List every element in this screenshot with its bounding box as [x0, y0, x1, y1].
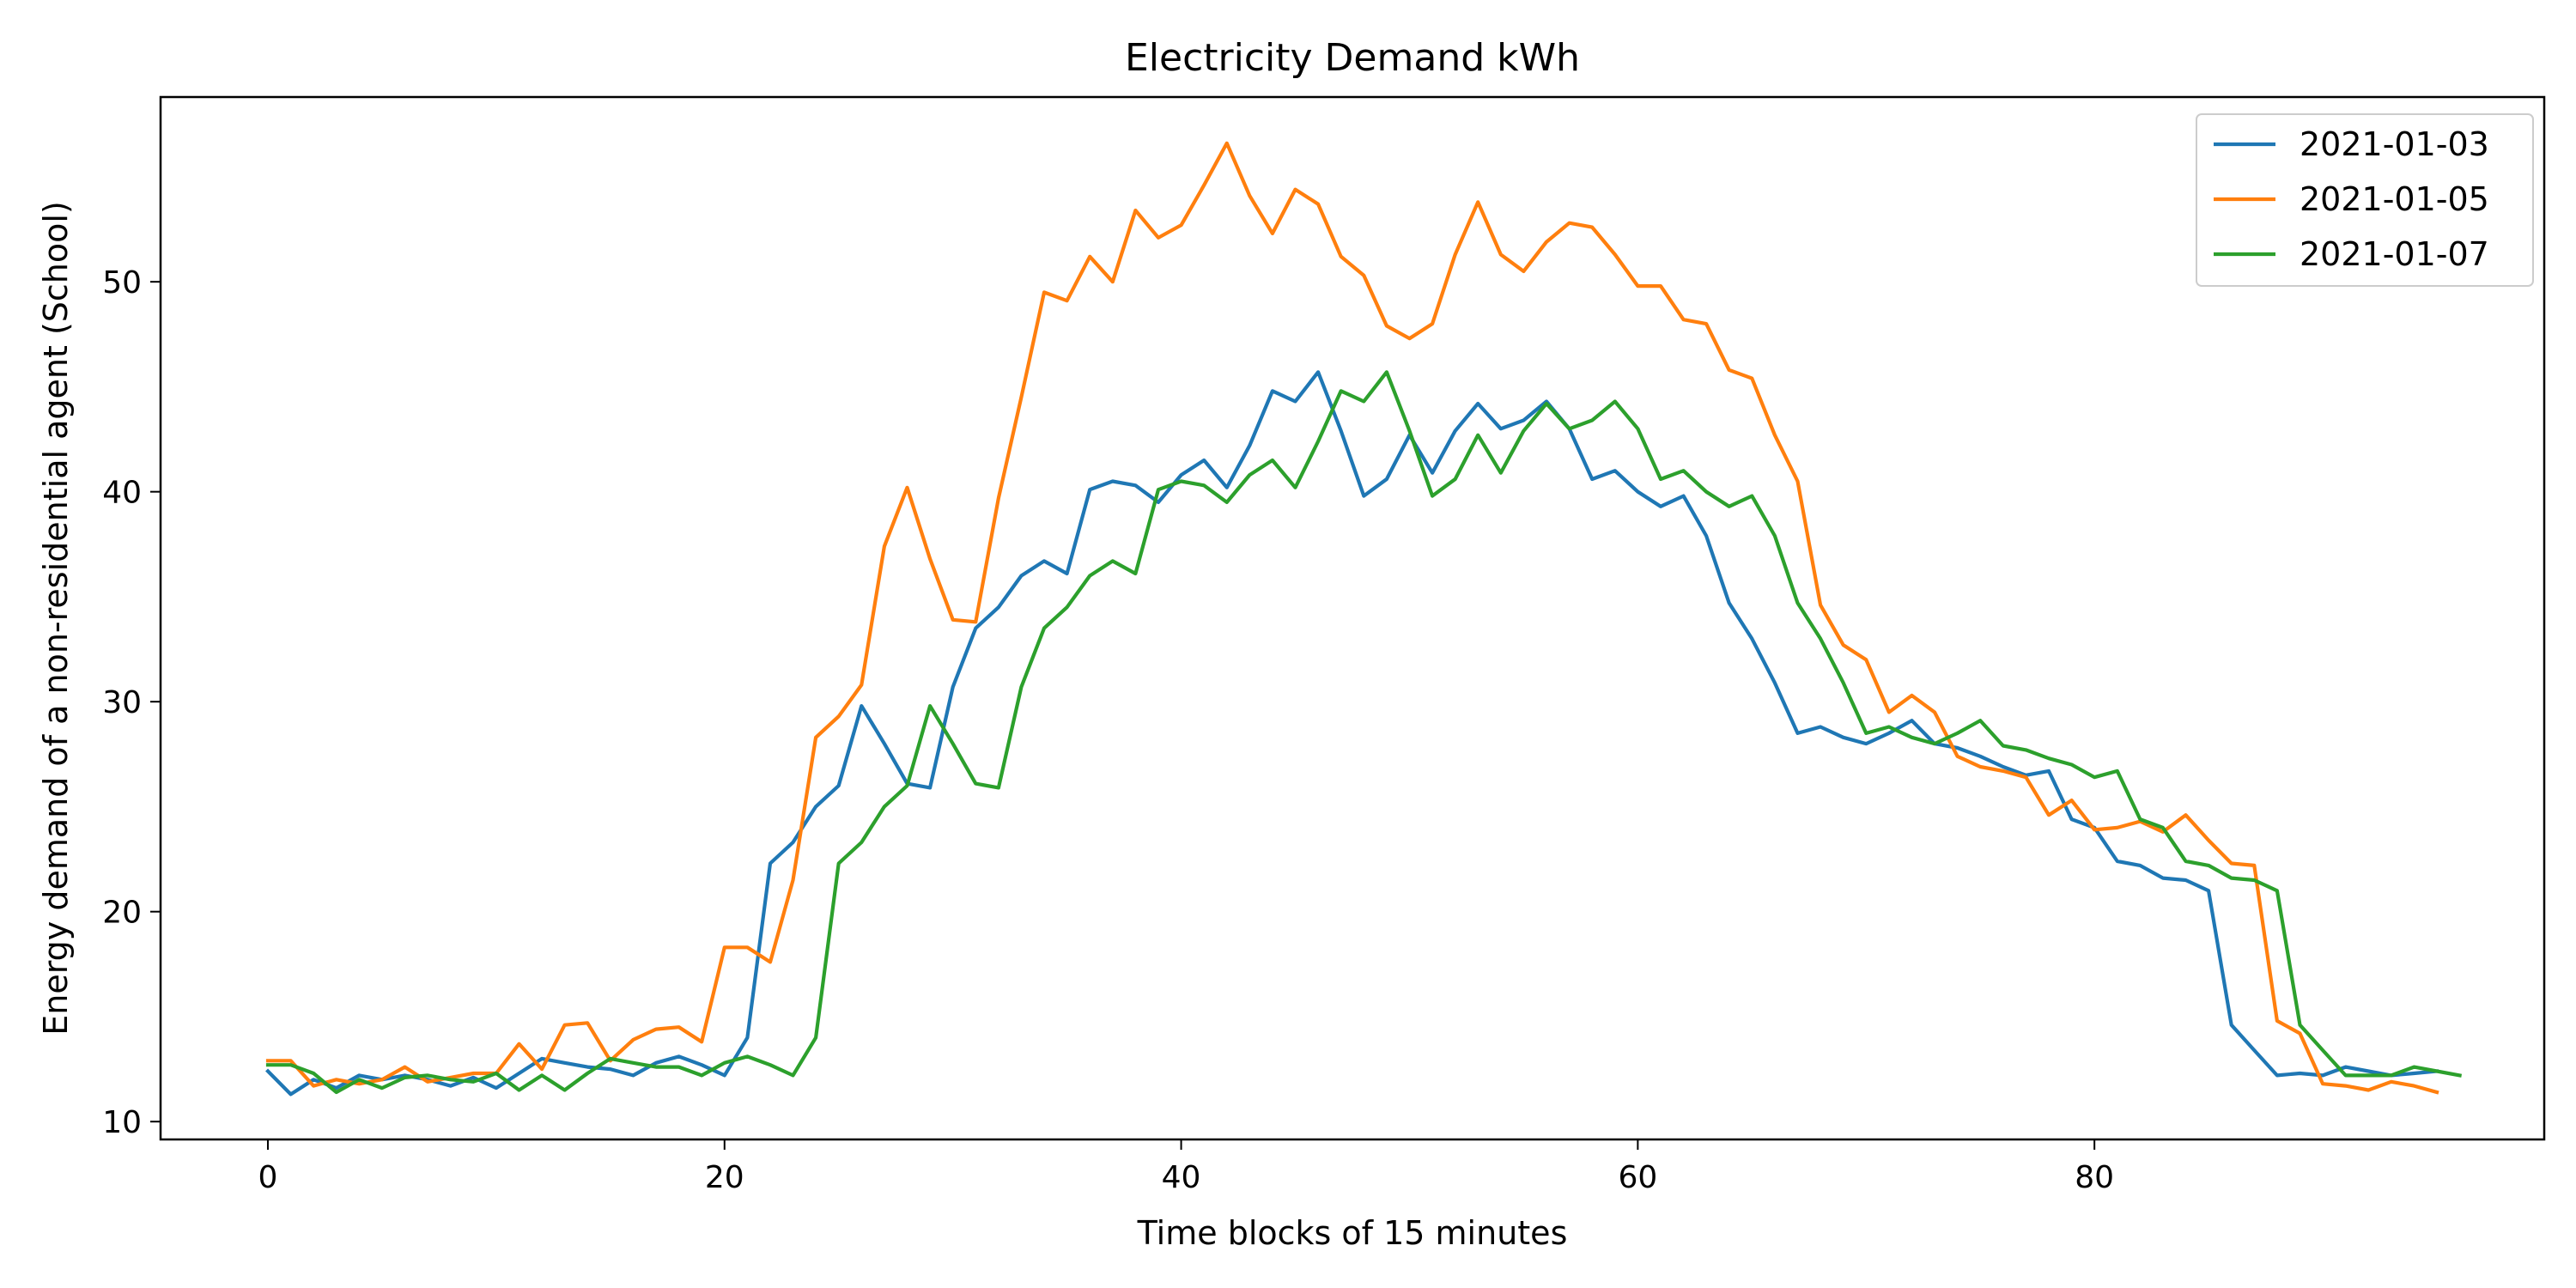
series-line-2021-01-05	[265, 141, 2439, 1095]
y-axis: 10 20 30 40 50	[102, 265, 161, 1140]
x-tick-label: 40	[1162, 1160, 1201, 1195]
x-tick-label: 20	[705, 1160, 744, 1195]
y-tick-label: 40	[102, 476, 142, 511]
y-tick-label: 20	[102, 896, 142, 931]
y-axis-label: Energy demand of a non-residential agent…	[37, 201, 75, 1036]
series-line-2021-01-03	[265, 370, 2439, 1097]
y-tick-label: 30	[102, 685, 142, 720]
legend-box	[2196, 113, 2534, 287]
y-tick-label: 10	[102, 1105, 142, 1140]
y-tick-label: 50	[102, 265, 142, 301]
chart-title: Electricity Demand kWh	[1125, 36, 1580, 80]
x-tick-label: 0	[258, 1160, 278, 1195]
x-tick-label: 60	[1618, 1160, 1657, 1195]
x-axis-label: Time blocks of 15 minutes	[1137, 1214, 1568, 1252]
series-line-2021-01-07	[265, 370, 2463, 1095]
plot-frame	[159, 95, 2546, 1141]
x-tick-label: 80	[2075, 1160, 2114, 1195]
legend: 2021-01-03 2021-01-05 2021-01-07	[2196, 113, 2534, 287]
x-axis: 0 20 40 60 80	[258, 1139, 2114, 1195]
series-layer	[265, 141, 2463, 1097]
legend-label: 2021-01-07	[2300, 235, 2489, 273]
legend-label: 2021-01-05	[2300, 180, 2489, 218]
legend-label: 2021-01-03	[2300, 125, 2489, 163]
